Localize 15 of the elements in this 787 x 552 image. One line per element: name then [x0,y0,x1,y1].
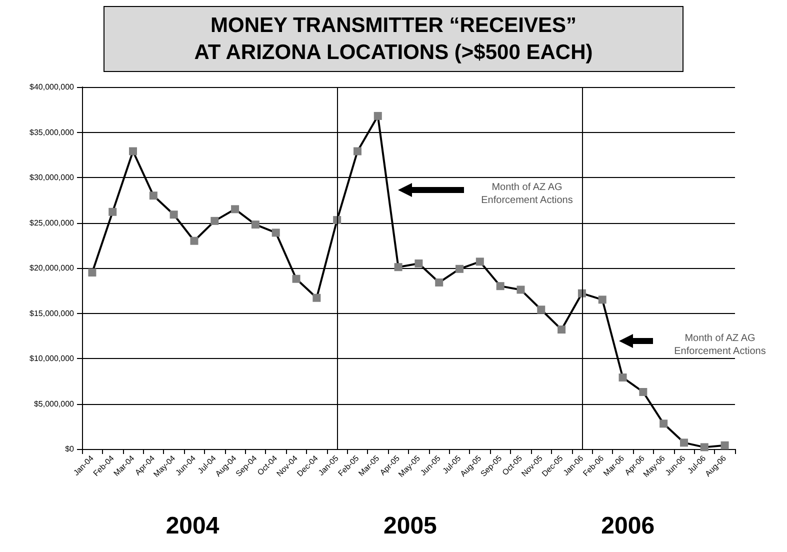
text: 2006 [601,512,655,540]
text: 2005 [384,512,437,540]
text: 2004 [166,512,220,540]
y-tick-label: $5,000,000 [34,399,75,408]
y-tick-label: $25,000,000 [30,218,75,228]
y-tick-label: $0 [65,444,75,454]
y-tick-label: $20,000,000 [30,264,75,272]
y-tick-label: $15,000,000 [30,308,75,318]
annotation: Month of AZ AG Enforcement Actions [674,333,766,357]
chart-title: MONEY TRANSMITTER “RECEIVES” AT ARIZONA LOCATIONS (>$500 EACH) [194,14,593,64]
annotation: Month of AZ AG Enforcement Actions [481,182,573,206]
y-tick-label: $35,000,000 [30,128,75,137]
y-tick-label: $40,000,000 [30,82,75,92]
y-tick-label: $30,000,000 [30,173,75,182]
y-tick-label: $10,000,000 [30,354,75,363]
